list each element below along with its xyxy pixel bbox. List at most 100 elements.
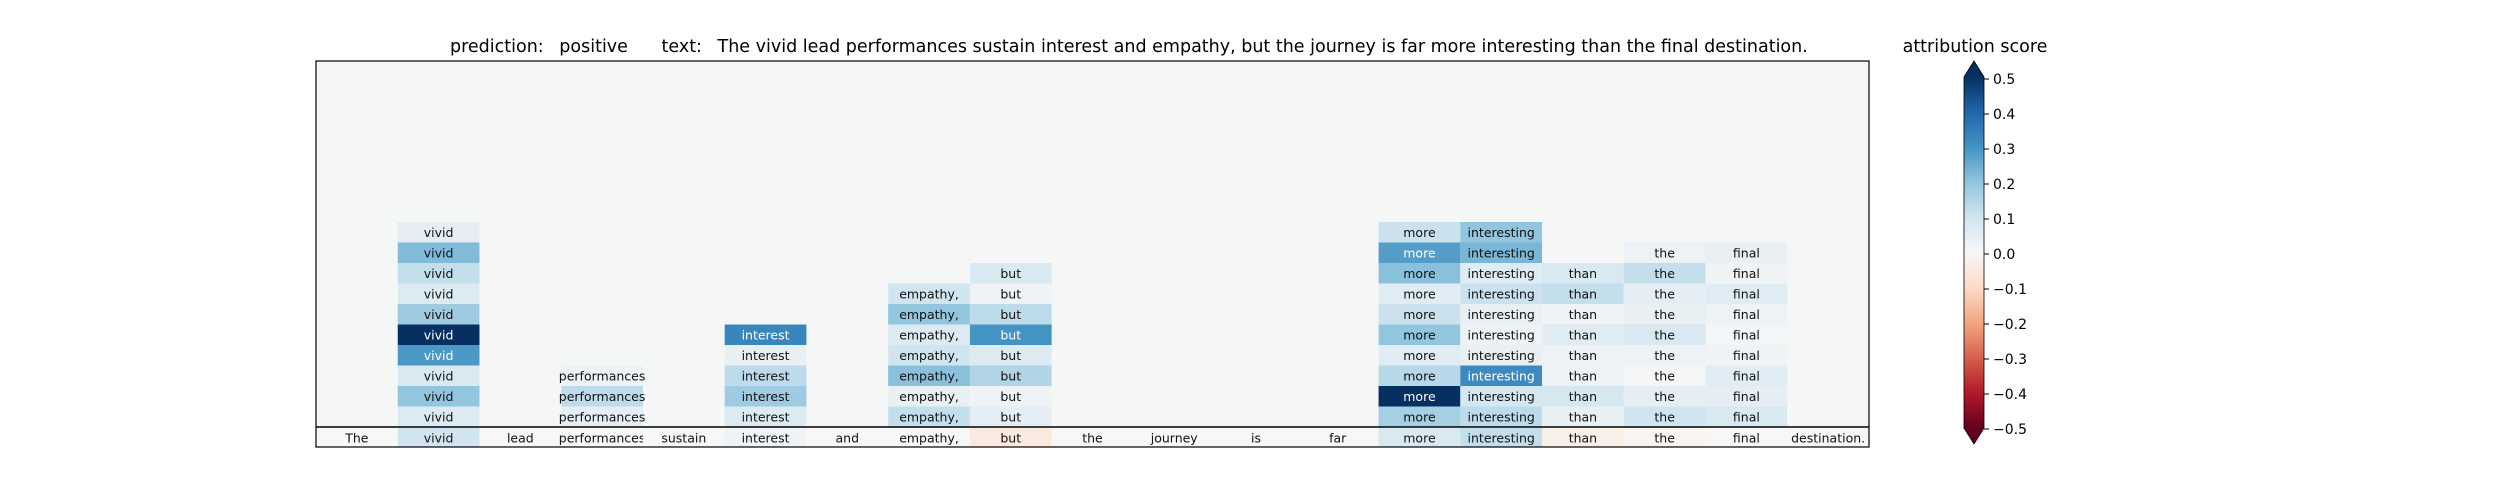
token-label: destination.: [1791, 431, 1865, 446]
cell-label: than: [1569, 307, 1597, 322]
token-label: than: [1569, 431, 1597, 446]
token-cell: [1460, 428, 1543, 447]
heatmap-cell: [1460, 324, 1543, 345]
heatmap-cell: [1542, 365, 1624, 386]
token-label: The: [344, 431, 369, 446]
cell-label: but: [1000, 368, 1021, 383]
heatmap-cell: [1460, 345, 1543, 366]
cell-label: but: [1000, 409, 1021, 424]
token-cell: [561, 428, 643, 447]
heatmap-cell: [1378, 304, 1461, 325]
cell-label: the: [1654, 327, 1675, 342]
heatmap-cell: [888, 304, 970, 325]
colorbar-outline: [1963, 60, 1985, 445]
token-cell: [316, 428, 398, 447]
cell-label: performances: [559, 389, 646, 404]
cell-label: performances: [559, 368, 646, 383]
heatmap-cell: [888, 365, 970, 386]
heatmap-cell: [969, 345, 1052, 366]
cell-label: the: [1654, 409, 1675, 424]
heatmap-cell: [1542, 263, 1624, 284]
heatmap-cell: [1460, 365, 1543, 386]
token-label: and: [836, 431, 860, 446]
prediction-label: prediction:: [450, 37, 544, 57]
prediction-value: positive: [559, 37, 628, 57]
cell-label: more: [1403, 307, 1436, 322]
heatmap-cell: [397, 345, 480, 366]
cell-label: interesting: [1468, 286, 1535, 301]
cell-label: final: [1733, 266, 1760, 281]
cell-label: more: [1403, 327, 1436, 342]
heatmap-cell: [888, 386, 970, 407]
token-cell: [479, 428, 562, 447]
heatmap-cell: [1705, 365, 1788, 386]
heatmap-cell: [397, 365, 480, 386]
cell-label: but: [1000, 327, 1021, 342]
cell-label: vivid: [424, 266, 454, 281]
heatmap-cell: [397, 304, 480, 325]
heatmap-cell: [1705, 386, 1788, 407]
cell-label: vivid: [424, 389, 454, 404]
token-cell: [1133, 428, 1216, 447]
cell-label: performances: [559, 409, 646, 424]
cell-label: more: [1403, 286, 1436, 301]
heatmap-cell: [1542, 304, 1624, 325]
colorbar-tick-label: −0.5: [1993, 422, 2027, 438]
colorbar-tick-label: 0.4: [1993, 107, 2015, 123]
chart-title: prediction: positive text: The vivid lea…: [450, 37, 1808, 57]
heatmap-cell: [969, 406, 1052, 427]
token-cell: [1623, 428, 1706, 447]
heatmap-cell: [1542, 345, 1624, 366]
heatmap-cell: [888, 406, 970, 427]
cell-label: more: [1403, 409, 1436, 424]
cell-label: empathy,: [899, 327, 959, 342]
heatmap-cell: [724, 365, 807, 386]
cell-label: interest: [742, 409, 790, 424]
cell-label: more: [1403, 368, 1436, 383]
cell-label: but: [1000, 348, 1021, 363]
heatmap-cell: [1705, 406, 1788, 427]
cell-label: empathy,: [899, 368, 959, 383]
heatmap-cell: [397, 242, 480, 263]
colorbar-tick-label: 0.5: [1993, 72, 2015, 88]
token-cell: [1705, 428, 1788, 447]
cell-label: than: [1569, 266, 1597, 281]
cell-label: interesting: [1468, 266, 1535, 281]
token-label: is: [1251, 431, 1261, 446]
heatmap-cell: [1542, 406, 1624, 427]
heatmap-cell: [561, 386, 643, 407]
cell-label: empathy,: [899, 348, 959, 363]
heatmap-cell: [397, 222, 480, 243]
heatmap-cell: [1623, 406, 1706, 427]
cell-label: empathy,: [899, 409, 959, 424]
heatmap-cell: [1378, 222, 1461, 243]
heatmap-cell: [969, 304, 1052, 325]
cell-label: final: [1733, 368, 1760, 383]
cell-label: final: [1733, 286, 1760, 301]
heatmap-cell: [888, 324, 970, 345]
token-label: sustain: [661, 431, 706, 446]
cell-label: empathy,: [899, 307, 959, 322]
heatmap-cell: [1460, 222, 1543, 243]
token-cell: [642, 428, 725, 447]
cell-label: more: [1403, 245, 1436, 260]
colorbar-gradient: [1964, 77, 1984, 428]
cell-label: the: [1654, 286, 1675, 301]
colorbar: −0.5 −0.4 −0.3 −0.2 −0.1 0.0 0.1 0.2 0.3 0.4 0.5: [1963, 60, 2027, 445]
token-label: the: [1654, 431, 1675, 446]
colorbar-tick-label: 0.0: [1993, 247, 2015, 263]
heatmap-cell: [1623, 263, 1706, 284]
colorbar-tick-label: 0.1: [1993, 212, 2015, 228]
heatmap-cell: [1378, 263, 1461, 284]
heatmap-cell: [1705, 345, 1788, 366]
heatmap-cell: [1623, 345, 1706, 366]
token-cell: [1542, 428, 1624, 447]
heatmap-cell: [1460, 386, 1543, 407]
token-cell: [1051, 428, 1134, 447]
cell-label: vivid: [424, 286, 454, 301]
cell-label: but: [1000, 286, 1021, 301]
heatmap-cell: [397, 283, 480, 304]
token-label: journey: [1150, 431, 1199, 446]
token-label: more: [1403, 431, 1436, 446]
